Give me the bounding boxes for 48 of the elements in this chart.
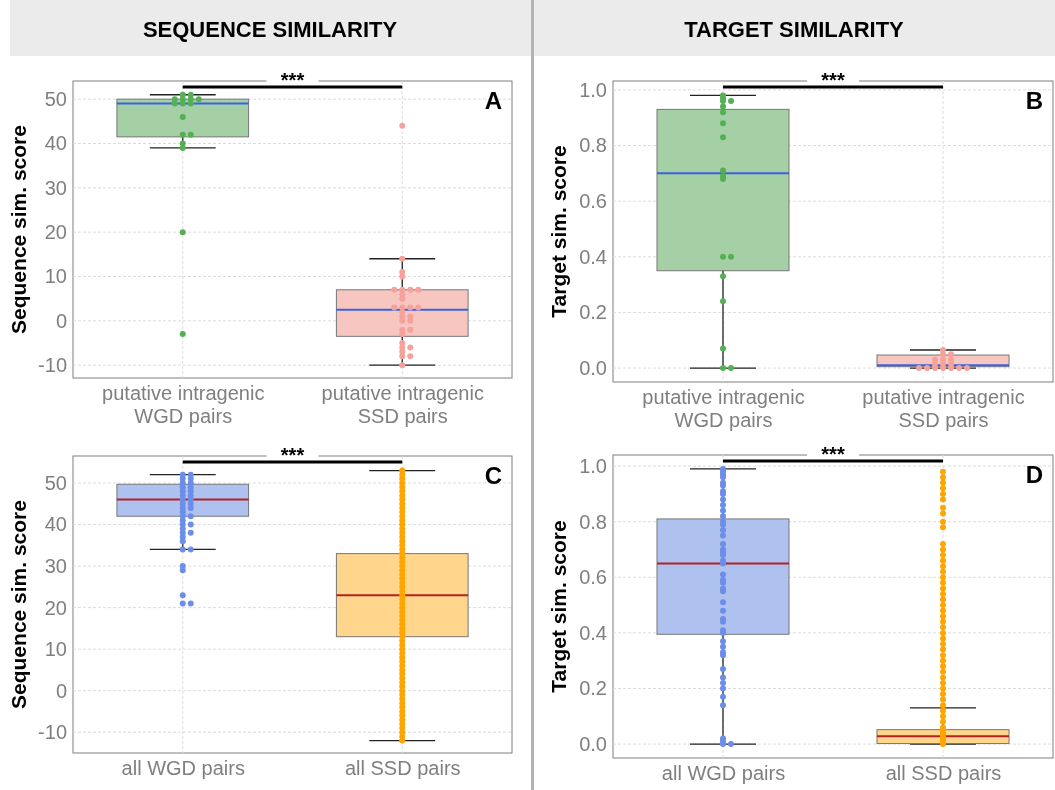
- y-tick-label: 10: [44, 265, 67, 288]
- y-tick-label: 1.0: [579, 455, 607, 478]
- y-tick-label: 50: [44, 471, 67, 494]
- x-tick-label: putative intragenic SSD pairs: [321, 382, 484, 428]
- y-tick-label: 1.0: [579, 78, 607, 101]
- y-tick-label: 0.8: [579, 134, 607, 157]
- x-tick-label: putative intragenic WGD pairs: [642, 386, 805, 432]
- x-tick-label: all SSD pairs: [344, 757, 461, 780]
- chart-title: TARGET SIMILARITY: [684, 17, 905, 42]
- y-tick-label: 40: [44, 132, 67, 155]
- y-tick-label: 20: [44, 596, 67, 619]
- annotation: D: [1025, 461, 1043, 488]
- y-tick-label: 20: [44, 221, 67, 244]
- x-tick-label: all WGD pairs: [121, 757, 245, 780]
- annotation: ***: [280, 69, 305, 91]
- y-axis-title: Target sim. score: [547, 145, 570, 318]
- y-tick-label: 0.0: [579, 356, 607, 379]
- y-tick-label: 0.2: [579, 301, 607, 324]
- y-axis-title: Sequence sim. score: [7, 500, 30, 709]
- y-tick-label: -10: [38, 721, 67, 744]
- annotation: C: [484, 462, 502, 489]
- y-tick-label: 30: [44, 554, 67, 577]
- y-tick-label: 0.2: [579, 677, 607, 700]
- y-tick-label: 0.0: [579, 733, 607, 755]
- y-tick-label: 0.6: [579, 190, 607, 213]
- y-axis-title: Target sim. score: [547, 520, 570, 693]
- annotation: B: [1025, 87, 1043, 114]
- y-tick-label: 10: [44, 638, 67, 661]
- y-tick-label: 0.4: [579, 621, 607, 644]
- y-tick-label: 0: [55, 679, 67, 702]
- y-axis-title: Sequence sim. score: [7, 125, 30, 334]
- y-tick-label: 0.8: [579, 510, 607, 533]
- annotation: ***: [821, 69, 845, 91]
- annotation: ***: [821, 443, 845, 465]
- y-tick-label: 30: [44, 176, 67, 199]
- y-tick-label: 40: [44, 513, 67, 536]
- annotation: A: [484, 87, 502, 114]
- y-tick-label: -10: [38, 354, 67, 377]
- x-tick-label: all WGD pairs: [661, 762, 786, 785]
- x-tick-label: putative intragenic SSD pairs: [862, 386, 1025, 432]
- y-tick-label: 50: [44, 88, 67, 111]
- chart-title: SEQUENCE SIMILARITY: [142, 17, 398, 42]
- x-tick-label: putative intragenic WGD pairs: [102, 382, 265, 428]
- y-tick-label: 0.6: [579, 566, 607, 589]
- y-tick-label: 0.4: [579, 245, 607, 268]
- annotation: ***: [280, 444, 305, 466]
- y-tick-label: 0: [55, 309, 67, 332]
- x-tick-label: all SSD pairs: [885, 762, 1002, 785]
